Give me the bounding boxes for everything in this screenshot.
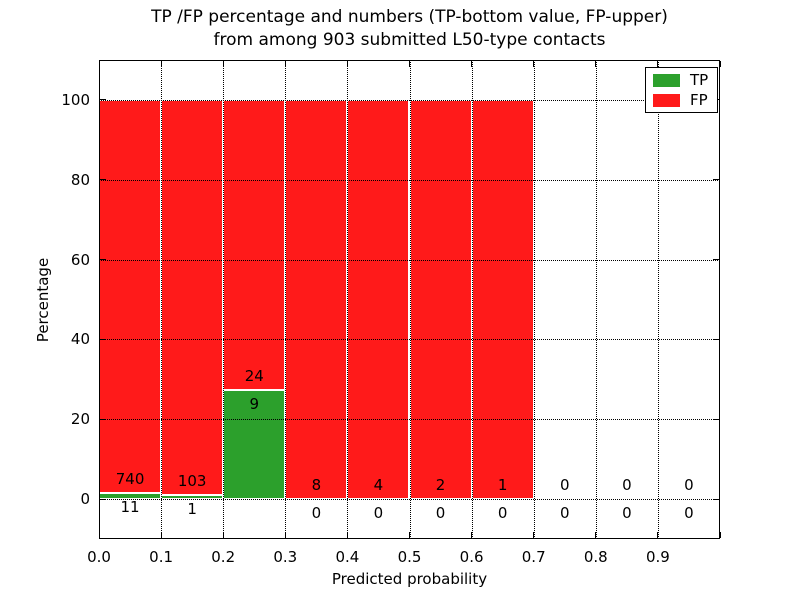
bar-segment-fp [285,99,348,500]
vertical-gridline [533,60,535,539]
vertical-gridline [471,60,473,539]
x-tick-mark [160,532,162,538]
fp-count-label: 0 [559,476,570,495]
fp-count-label: 1 [497,476,508,495]
x-tick-label: 0.7 [521,548,546,566]
x-tick-label: 0.8 [583,548,608,566]
tp-count-label: 0 [684,504,694,523]
legend-item-fp: FP [646,90,717,109]
fp-count-label: 0 [684,476,694,495]
vertical-gridline [223,60,225,539]
tp-count-label: 0 [435,504,446,523]
tp-count-label: 0 [497,504,508,523]
y-tick-mark [713,338,719,340]
y-tick-label: 40 [70,330,90,349]
x-tick-mark [657,532,659,538]
tp-count-label: 0 [311,504,322,523]
x-tick-mark [222,532,224,538]
x-tick-mark [284,532,286,538]
tp-count-label: 0 [373,504,384,523]
vertical-gridline [595,60,597,539]
vertical-gridline [161,60,163,539]
bar-segment-tp [223,390,286,500]
x-tick-label: 0.5 [397,548,422,566]
x-tick-mark [346,532,348,538]
x-tick-label: 0.9 [645,548,670,566]
tp-count-label: 0 [622,504,632,523]
x-tick-label: 0.1 [149,548,174,566]
y-tick-mark [100,418,106,420]
vertical-gridline [285,60,287,539]
y-tick-mark [100,498,106,500]
fp-legend-label: FP [690,90,708,109]
fp-count-label: 8 [311,476,322,495]
bar-segment-fp [471,99,534,500]
y-tick-label: 80 [70,170,90,189]
tp-legend-swatch [653,73,680,87]
x-tick-label: 0.3 [273,548,298,566]
tp-count-label: 1 [187,500,197,519]
x-tick-mark [222,61,224,67]
y-tick-mark [100,259,106,261]
tp-count-label: 11 [120,498,140,517]
x-tick-mark [471,532,473,538]
y-tick-mark [713,179,719,181]
tp-count-label: 0 [559,504,570,523]
y-tick-mark [100,338,106,340]
x-axis-label: Predicted probability [331,570,488,588]
y-tick-label: 100 [61,90,90,109]
fp-legend-swatch [653,93,680,107]
tp-legend-label: TP [690,70,709,89]
bar-segment-fp [409,99,472,500]
x-tick-label: 0.0 [87,548,111,566]
x-tick-label: 0.6 [459,548,484,566]
x-tick-mark [346,61,348,67]
fp-count-label: 0 [622,476,632,495]
y-tick-mark [713,259,719,261]
x-tick-mark [533,532,535,538]
bar-segment-fp [223,99,286,391]
chart-title-line2: from among 903 submitted L50-type contac… [213,30,606,50]
legend: TP FP [645,67,718,113]
x-tick-mark [409,532,410,538]
x-tick-mark [98,532,100,538]
x-tick-mark [719,61,721,67]
x-tick-mark [595,532,597,538]
x-tick-mark [98,61,100,67]
y-tick-mark [713,498,719,500]
chart-title-line1: TP /FP percentage and numbers (TP-bottom… [151,7,668,27]
y-tick-mark [713,418,719,420]
bar-segment-fp [161,99,224,496]
x-tick-mark [409,61,410,67]
chart-title: TP /FP percentage and numbers (TP-bottom… [99,6,720,52]
vertical-gridline [347,60,349,539]
fp-count-label: 2 [435,476,446,495]
bar-segment-fp [99,99,162,494]
bar-segment-fp [347,99,410,500]
fp-count-label: 740 [115,470,145,489]
x-tick-mark [160,61,162,67]
x-tick-mark [533,61,535,67]
tp-count-label: 9 [249,395,260,414]
y-tick-mark [100,99,106,101]
vertical-gridline [657,60,659,539]
y-tick-label: 20 [70,410,90,429]
x-tick-label: 0.2 [211,548,236,566]
x-tick-mark [719,532,721,538]
y-tick-label: 60 [70,250,90,269]
legend-item-tp: TP [646,70,717,89]
vertical-gridline [409,60,411,539]
x-tick-mark [284,61,286,67]
x-tick-label: 0.4 [335,548,360,566]
y-tick-label: 0 [80,490,90,509]
x-tick-mark [595,61,597,67]
x-tick-mark [471,61,473,67]
fp-count-label: 4 [373,476,384,495]
fp-count-label: 24 [244,367,264,386]
y-tick-mark [100,179,106,181]
x-tick-mark [657,61,659,67]
fp-count-label: 103 [177,472,207,491]
